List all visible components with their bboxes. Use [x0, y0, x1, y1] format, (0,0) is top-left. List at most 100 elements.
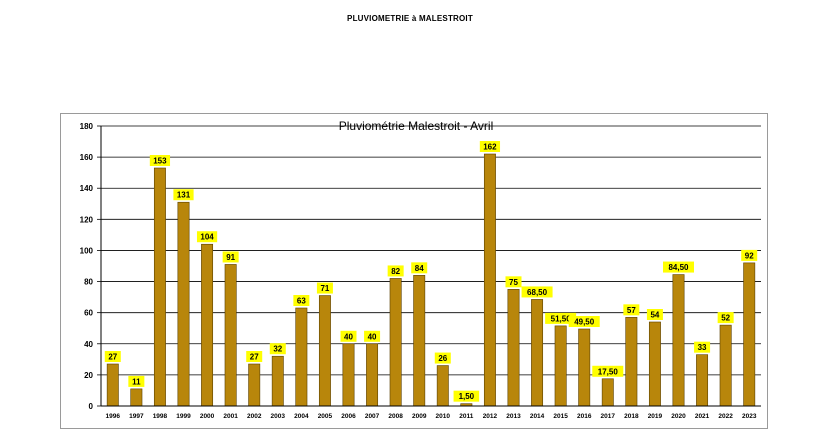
- bar-2020: [672, 274, 685, 407]
- data-label-text: 33: [698, 343, 707, 352]
- chart-title: Pluviométrie Malestroit - Avril: [339, 119, 494, 133]
- data-label-text: 84: [415, 264, 424, 273]
- bar-2023: [743, 262, 756, 407]
- bar-2008: [389, 278, 402, 407]
- data-label-text: 27: [250, 353, 259, 362]
- data-label-2013: 75: [505, 276, 522, 288]
- data-label-bg: [434, 352, 451, 364]
- x-tick-label: 1997: [129, 413, 144, 420]
- data-label-text: 84,50: [668, 263, 689, 272]
- data-label-bg: [387, 265, 404, 277]
- data-label-text: 40: [368, 332, 377, 341]
- data-label-text: 11: [132, 377, 141, 386]
- data-label-bg: [246, 351, 263, 362]
- bars: [106, 153, 756, 407]
- y-tick-label: 120: [80, 215, 94, 224]
- x-tick-label: 2003: [271, 413, 286, 420]
- y-tick-label: 20: [84, 371, 93, 380]
- bar-1998: [153, 167, 166, 407]
- y-tick-label: 160: [80, 153, 94, 162]
- bar-2017: [601, 378, 614, 407]
- data-label-bg: [411, 262, 428, 274]
- data-label-bg: [173, 189, 194, 201]
- data-label-bg: [196, 231, 218, 243]
- data-label-text: 131: [177, 191, 191, 200]
- data-label-text: 32: [273, 345, 282, 354]
- data-label-text: 27: [108, 353, 117, 362]
- bar-2015: [554, 325, 567, 407]
- data-label-2008: 82: [387, 265, 404, 277]
- y-tick-label: 0: [89, 402, 94, 411]
- data-label-bg: [149, 155, 171, 166]
- x-tick-label: 2015: [553, 413, 568, 420]
- data-label-2006: 40: [340, 330, 357, 342]
- bar-2001: [224, 264, 237, 407]
- data-label-bg: [269, 343, 286, 355]
- data-label-2001: 91: [222, 251, 239, 263]
- data-label-2000: 104: [196, 231, 218, 243]
- x-tick-label: 2002: [247, 413, 262, 420]
- bar-2006: [342, 343, 355, 407]
- x-tick-label: 2012: [483, 413, 498, 420]
- x-tick-label: 2016: [577, 413, 592, 420]
- bar-2019: [648, 321, 661, 407]
- bar-1997: [130, 388, 143, 407]
- x-tick-label: 2021: [695, 413, 710, 420]
- data-label-2004: 63: [293, 295, 310, 306]
- data-label-bg: [568, 316, 600, 327]
- bar-2002: [248, 363, 261, 407]
- data-label-2012: 162: [479, 141, 501, 152]
- x-tick-label: 2005: [318, 413, 333, 420]
- bar-2004: [295, 307, 308, 407]
- data-label-2020: 84,50: [663, 261, 694, 273]
- bar-2007: [366, 343, 379, 407]
- bar-2012: [483, 153, 496, 407]
- bar-1996: [106, 363, 119, 407]
- data-label-text: 52: [721, 314, 730, 323]
- data-label-2003: 32: [269, 343, 286, 355]
- x-tick-label: 2010: [436, 413, 451, 420]
- axes: [100, 126, 761, 407]
- data-label-1996: 27: [104, 351, 121, 362]
- data-label-2007: 40: [364, 330, 381, 342]
- data-label-text: 71: [320, 284, 329, 293]
- data-label-text: 92: [745, 251, 754, 260]
- x-tick-label: 1996: [106, 413, 121, 420]
- x-tick-label: 2006: [341, 413, 356, 420]
- data-label-bg: [364, 330, 381, 342]
- data-label-text: 153: [153, 157, 167, 166]
- y-tick-label: 60: [84, 309, 93, 318]
- data-label-2005: 71: [316, 282, 333, 294]
- data-label-bg: [293, 295, 310, 306]
- data-label-bg: [623, 304, 640, 316]
- data-label-text: 91: [226, 253, 235, 262]
- bar-2016: [578, 328, 591, 407]
- y-tick-label: 100: [80, 246, 94, 255]
- y-tick-label: 180: [80, 122, 94, 131]
- x-tick-label: 1998: [153, 413, 168, 420]
- data-label-2010: 26: [434, 352, 451, 364]
- page-title: PLUVIOMETRIE à MALESTROIT: [347, 14, 473, 23]
- x-tick-label: 2022: [718, 413, 733, 420]
- data-label-2011: 1,50: [453, 390, 480, 402]
- data-label-2017: 17,50: [592, 365, 624, 377]
- x-tick-label: 2009: [412, 413, 427, 420]
- x-tick-label: 1999: [176, 413, 191, 420]
- x-tick-label: 2014: [530, 413, 545, 420]
- data-label-bg: [545, 312, 577, 324]
- bar-1999: [177, 201, 190, 407]
- bar-2021: [696, 354, 709, 407]
- data-label-text: 51,50: [551, 314, 572, 323]
- data-label-bg: [741, 249, 758, 261]
- bar-2005: [318, 295, 331, 407]
- bar-2010: [436, 365, 449, 407]
- data-label-text: 82: [391, 267, 400, 276]
- bar-2014: [531, 299, 544, 407]
- x-tick-label: 2008: [388, 413, 403, 420]
- data-label-2022: 52: [717, 312, 734, 324]
- data-label-text: 40: [344, 332, 353, 341]
- bar-2018: [625, 317, 638, 407]
- x-tick-label: 2019: [648, 413, 663, 420]
- data-label-text: 57: [627, 306, 636, 315]
- data-label-2023: 92: [741, 249, 758, 261]
